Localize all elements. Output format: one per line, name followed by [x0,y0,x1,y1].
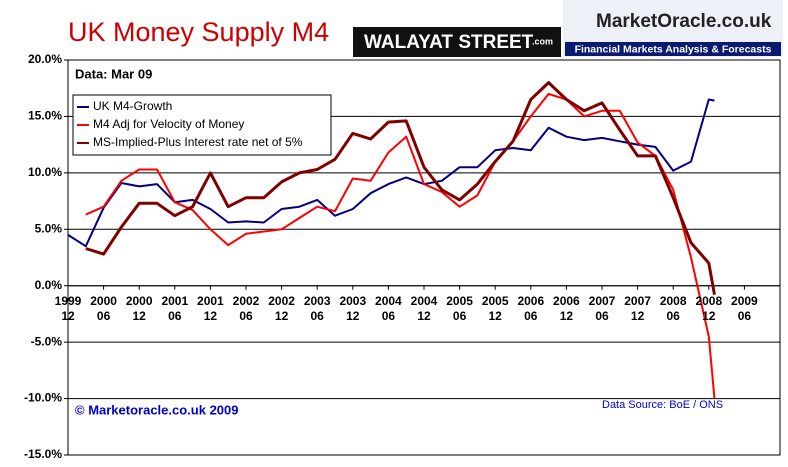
x-tick-label: 2008 06 [659,293,687,323]
logo-left: WALAYAT STREET [364,32,534,53]
x-tick-label: 2004 12 [410,293,438,323]
y-tick-label: 20.0% [28,52,62,66]
x-tick-label: 2004 06 [375,293,402,323]
y-tick-label: -5.0% [31,334,63,348]
x-tick-label: 2006 12 [553,293,580,323]
x-tick-label: 2005 06 [446,293,473,323]
tagline-box [565,42,781,56]
y-tick-label: -15.0% [24,447,62,461]
legend-box [72,94,332,156]
x-tick-label: 2005 12 [481,293,509,323]
x-tick-label: 2007 12 [624,293,651,323]
logo-box [353,27,561,57]
series-line [67,98,715,248]
y-tick-label: 10.0% [28,165,62,179]
x-tick-label: 2001 06 [161,293,189,323]
copyright: © Marketoracle.co.uk 2009 [75,402,239,417]
x-tick-label: 2002 12 [268,293,295,323]
y-tick-label: 0.0% [35,278,63,292]
x-tick-label: 2008 12 [695,293,723,323]
data-note: Data: Mar 09 [75,66,152,81]
x-tick-label: 2009 06 [731,293,758,323]
legend-label: MS-Implied-Plus Interest rate net of 5% [93,135,303,149]
y-tick-label: 5.0% [35,221,63,235]
x-tick-label: 2000 06 [90,293,117,323]
chart-title: UK Money Supply M4 [68,17,329,47]
legend-label: UK M4-Growth [93,99,172,113]
y-tick-label: -10.0% [24,391,62,405]
x-tick-label: 2001 12 [197,293,224,323]
x-tick-label: 2006 06 [517,293,545,323]
x-tick-label: 2003 12 [339,293,367,323]
legend-label: M4 Adj for Velocity of Money [93,117,244,131]
logo-tagline: Financial Markets Analysis & Forecasts [575,43,772,55]
series-line [85,81,716,295]
series-line [85,92,716,399]
x-tick-label: 2000 12 [125,293,153,323]
logo-left-suffix: .com [532,36,553,46]
x-tick-label: 2007 06 [588,293,616,323]
x-tick-label: 2003 06 [303,293,331,323]
data-source: Data Source: BoE / ONS [602,399,723,411]
x-tick-label: 1999 12 [54,293,82,323]
logo-right: MarketOracle.co.uk [596,11,772,32]
x-tick-label: 2002 06 [232,293,260,323]
y-tick-label: 15.0% [28,109,62,123]
